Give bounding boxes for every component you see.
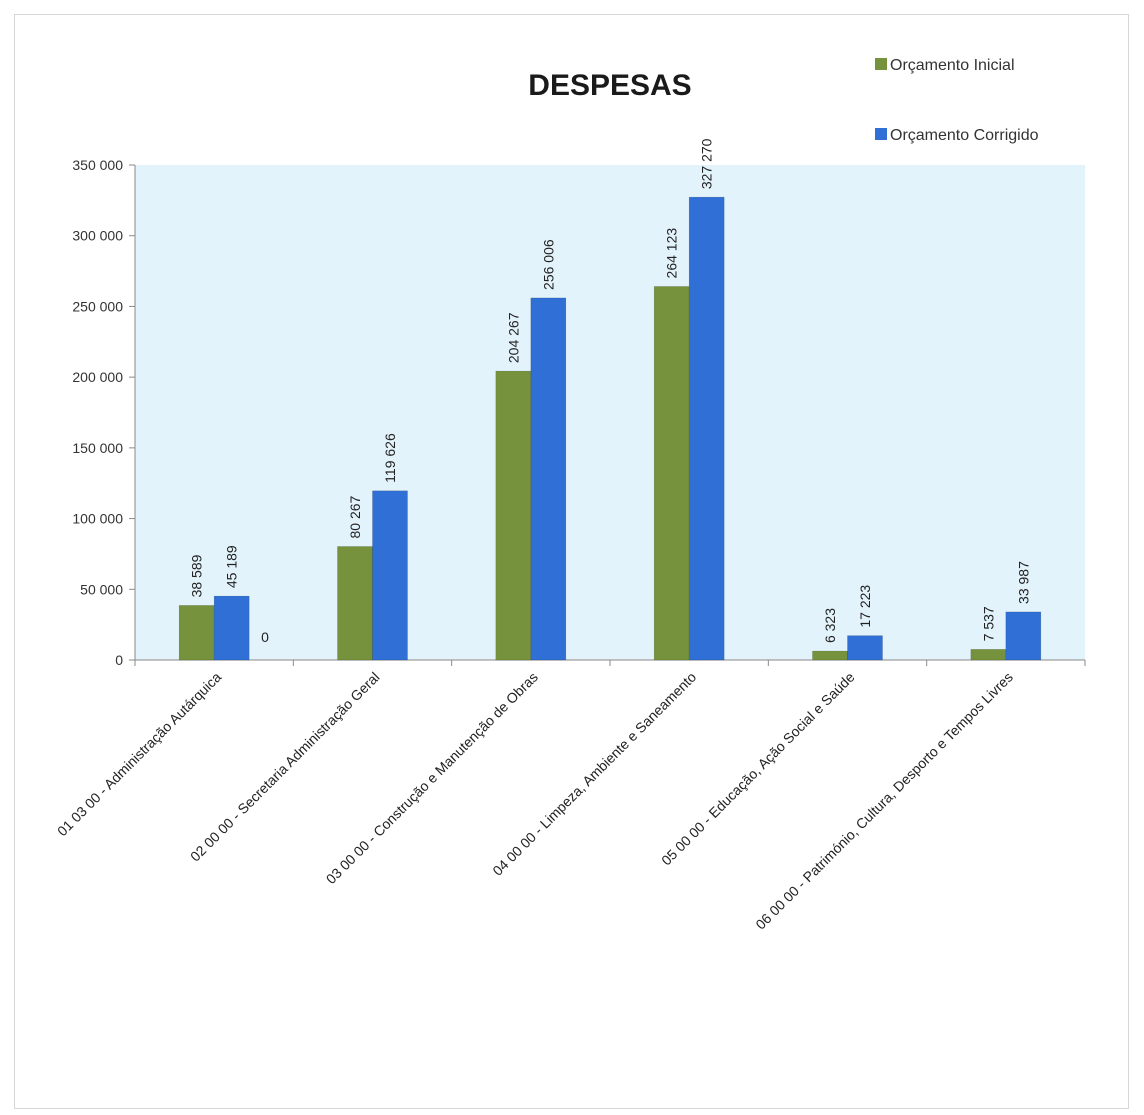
data-label: 17 223 — [857, 585, 873, 628]
legend-swatch-orcamento-inicial — [875, 58, 887, 70]
chart-frame: DESPESAS Orçamento Inicial Orçamento Cor… — [14, 14, 1129, 1109]
data-label: 0 — [261, 629, 269, 645]
data-label: 204 267 — [505, 312, 521, 363]
bar-inicial — [970, 649, 1007, 661]
y-tick-label: 350 000 — [72, 157, 123, 173]
chart-title: DESPESAS — [528, 69, 691, 102]
x-tick-label: 02 00 00 - Secretaria Administração Gera… — [187, 669, 383, 865]
x-tick-label: 05 00 00 - Educação, Ação Social e Saúde — [658, 669, 858, 869]
data-label: 7 537 — [980, 606, 996, 641]
data-label: 256 006 — [540, 239, 556, 290]
bar-chart: DESPESAS Orçamento Inicial Orçamento Cor… — [54, 57, 1086, 933]
legend-swatch-orcamento-corrigido — [875, 128, 887, 140]
bar-corrigido — [213, 595, 250, 661]
plot-area — [135, 165, 1085, 660]
y-tick-label: 100 000 — [72, 511, 123, 527]
data-label: 45 189 — [224, 545, 240, 588]
y-tick-label: 250 000 — [72, 298, 123, 314]
bar-corrigido — [530, 297, 567, 661]
data-label: 119 626 — [382, 433, 398, 483]
data-label: 80 267 — [347, 495, 363, 538]
y-tick-label: 0 — [115, 652, 123, 668]
value-labels: 38 589 45 189 80 267 119 626 204 267 256 006 2… — [189, 138, 1032, 645]
bar-corrigido — [1005, 611, 1042, 661]
data-label: 264 123 — [664, 228, 680, 279]
y-tick-label: 200 000 — [72, 369, 123, 385]
x-tick-label: 01 03 00 - Administração Autárquica — [54, 669, 225, 840]
data-label: 33 987 — [1015, 561, 1031, 604]
y-tick-label: 50 000 — [80, 581, 123, 597]
bar-corrigido — [372, 490, 408, 661]
bar-inicial — [178, 605, 215, 661]
x-tick-label: 06 00 00 - Património, Cultura, Desporto… — [752, 669, 1016, 933]
legend-label-orcamento-corrigido: Orçamento Corrigido — [890, 127, 1039, 144]
bar-inicial — [653, 286, 690, 661]
bar-inicial — [495, 370, 532, 661]
y-tick-label: 300 000 — [72, 228, 123, 244]
bar-corrigido — [847, 635, 883, 661]
legend: Orçamento Inicial Orçamento Corrigido — [875, 57, 1039, 144]
bar-inicial — [812, 650, 848, 661]
bar-inicial — [337, 546, 373, 661]
y-tick-label: 150 000 — [72, 440, 123, 456]
legend-label-orcamento-inicial: Orçamento Inicial — [890, 57, 1015, 74]
data-label: 6 323 — [822, 608, 838, 643]
bar-corrigido — [688, 196, 725, 661]
data-label: 38 589 — [189, 554, 205, 597]
bars — [178, 196, 1042, 661]
data-label: 327 270 — [699, 138, 715, 189]
